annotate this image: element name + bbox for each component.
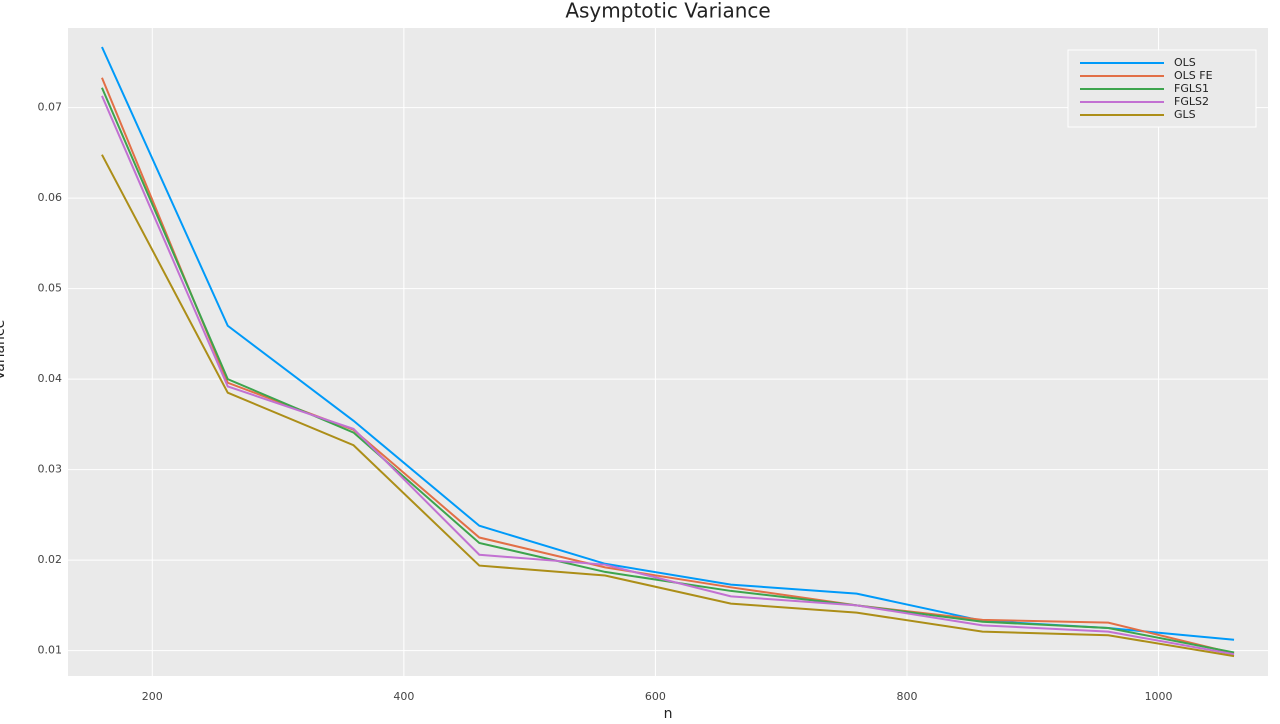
y-tick-label: 0.04 [38,372,63,385]
y-tick-label: 0.07 [38,101,63,114]
y-tick-label: 0.01 [38,644,63,657]
legend-label: FGLS2 [1174,95,1209,108]
x-tick-label: 1000 [1145,690,1173,703]
y-tick-label: 0.05 [38,282,63,295]
series-line [101,154,1235,658]
legend-label: OLS FE [1174,69,1213,82]
y-axis-label: Variance [0,320,8,380]
x-tick-label: 600 [645,690,666,703]
chart-title: Asymptotic Variance [565,0,770,23]
plot-area [68,28,1268,676]
legend-label: FGLS1 [1174,82,1209,95]
y-tick-label: 0.06 [38,191,63,204]
x-axis-label: n [664,706,673,720]
x-tick-label: 200 [142,690,163,703]
legend-label: GLS [1174,108,1196,121]
x-tick-label: 800 [896,690,917,703]
y-tick-label: 0.02 [38,553,63,566]
series-line [101,95,1235,656]
legend-label: OLS [1174,56,1196,69]
x-tick-label: 400 [393,690,414,703]
y-tick-label: 0.03 [38,463,63,476]
